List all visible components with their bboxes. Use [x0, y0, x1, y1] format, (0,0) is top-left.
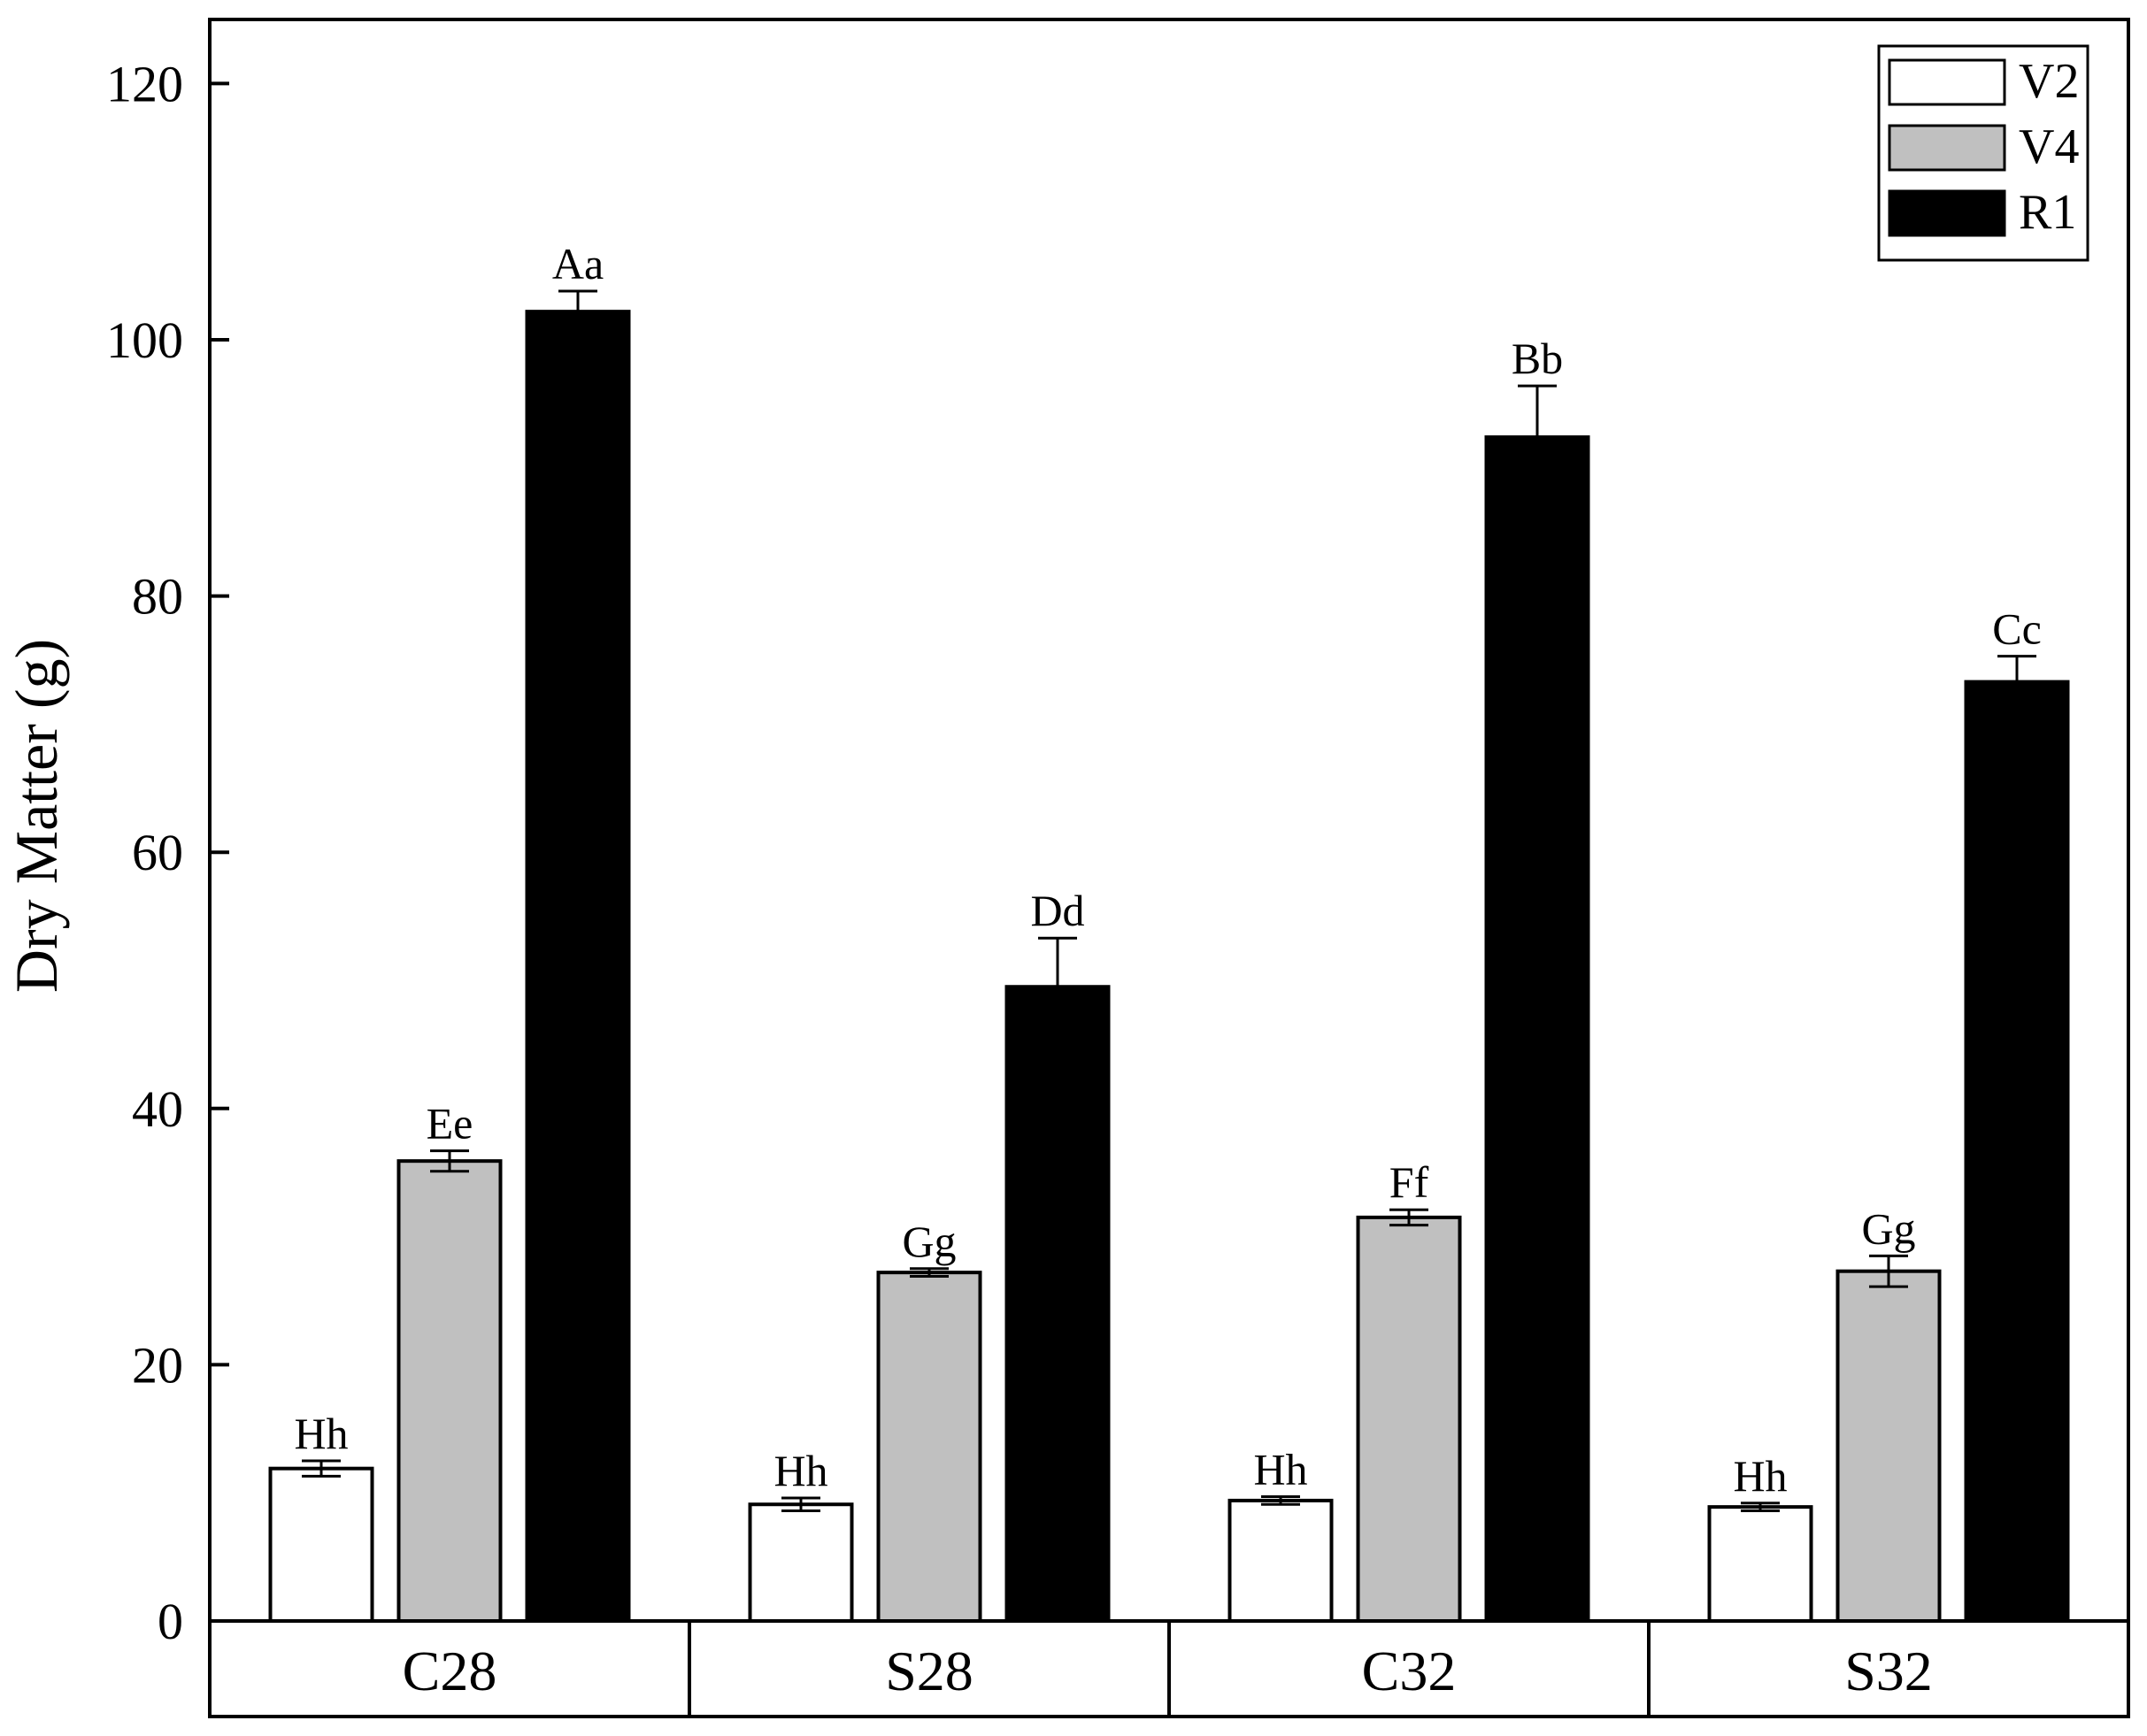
bar-v4-c28: [396, 1159, 503, 1623]
significance-label: Hh: [1253, 1445, 1307, 1494]
y-tick-label: 80: [132, 568, 183, 626]
legend-swatch-v2: [1888, 58, 2006, 106]
significance-label: Ee: [427, 1099, 473, 1148]
y-tick-label: 40: [132, 1080, 183, 1138]
legend-swatch-r1: [1888, 189, 2006, 237]
bar-v2-s28: [748, 1502, 854, 1624]
bar-v2-c32: [1227, 1498, 1334, 1623]
significance-label: Dd: [1030, 886, 1084, 935]
significance-label: Hh: [294, 1409, 348, 1458]
y-tick-label: 120: [106, 55, 183, 112]
category-label-s28: S28: [885, 1640, 973, 1702]
legend-swatch-v4: [1888, 124, 2006, 172]
bar-v2-c28: [268, 1466, 374, 1623]
category-label-c28: C28: [403, 1640, 497, 1702]
y-tick-label: 20: [132, 1336, 183, 1394]
legend-label-v4: V4: [2019, 119, 2079, 174]
bar-r1-s28: [1004, 985, 1111, 1623]
significance-label: Gg: [902, 1217, 956, 1266]
plot-area: 0 20 40 60 80 100 120 C28 S28 C32 S32 Hh Hh Hh Hh Ee Gg F…: [106, 18, 2130, 1718]
bar-v4-s32: [1835, 1269, 1942, 1624]
significance-label: Cc: [1992, 604, 2042, 654]
significance-label: Hh: [1733, 1451, 1787, 1501]
bar-r1-c28: [525, 310, 631, 1623]
y-tick-label: 0: [158, 1593, 183, 1650]
bar-r1-c32: [1484, 435, 1590, 1624]
legend: V2 V4 R1: [1877, 44, 2089, 262]
y-axis-title: Dry Matter (g): [3, 639, 70, 993]
legend-label-r1: R1: [2019, 185, 2076, 240]
bar-v4-s28: [876, 1271, 982, 1624]
significance-label: Gg: [1861, 1203, 1915, 1253]
y-tick-label: 60: [132, 824, 183, 881]
legend-label-v2: V2: [2019, 54, 2079, 109]
significance-label: Bb: [1512, 334, 1563, 383]
bar-v2-s32: [1707, 1505, 1813, 1624]
category-label-c32: C32: [1362, 1640, 1457, 1702]
significance-label: Hh: [773, 1446, 827, 1495]
bar-v4-c32: [1356, 1215, 1462, 1623]
bar-r1-s32: [1964, 680, 2070, 1624]
y-tick-label: 100: [106, 311, 183, 369]
category-label-s32: S32: [1844, 1640, 1933, 1702]
significance-label: Ff: [1389, 1157, 1429, 1207]
significance-label: Aa: [552, 239, 604, 288]
